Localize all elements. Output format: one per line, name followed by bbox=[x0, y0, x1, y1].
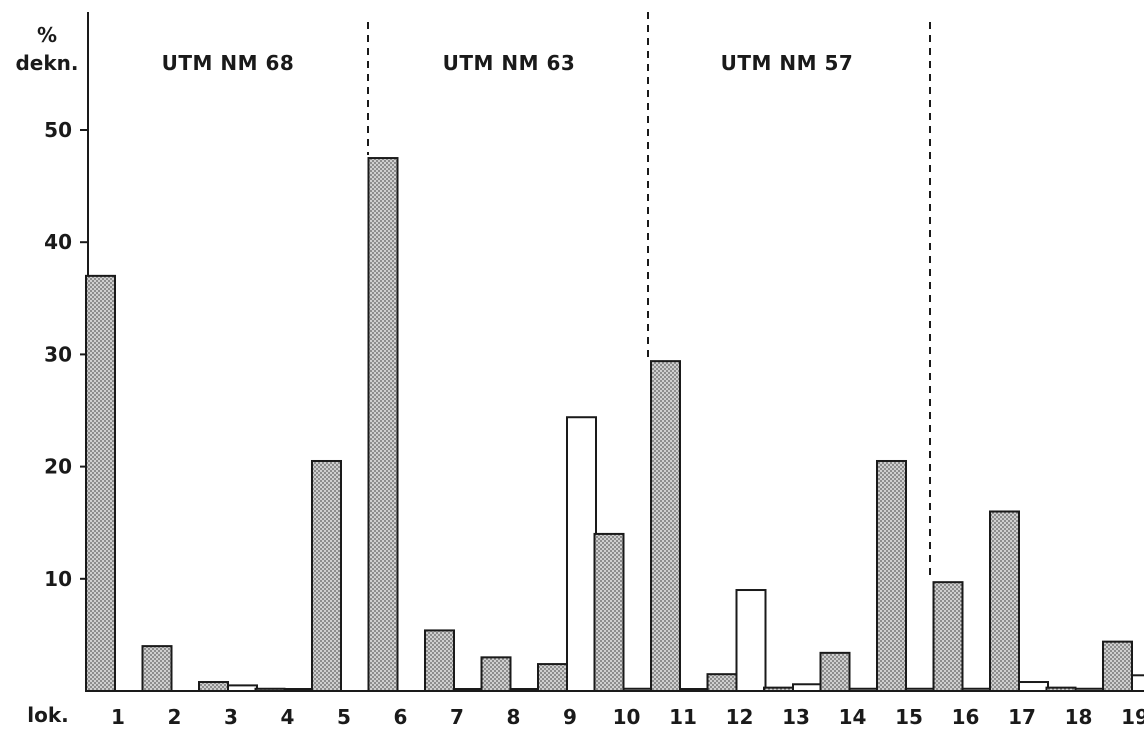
x-tick-label: 16 bbox=[952, 705, 980, 729]
bar-open bbox=[453, 688, 484, 692]
bar-open bbox=[679, 688, 710, 692]
x-tick-label: 6 bbox=[394, 705, 408, 729]
y-tick-label: 40 bbox=[44, 230, 72, 254]
bar-stippled bbox=[1102, 640, 1133, 693]
x-tick-label: 12 bbox=[726, 705, 754, 729]
y-axis-label-line1: % bbox=[37, 23, 57, 47]
bar-stippled bbox=[650, 360, 681, 692]
bar-stippled bbox=[932, 581, 964, 693]
x-tick-label: 8 bbox=[507, 705, 521, 729]
bar-open bbox=[566, 416, 597, 692]
bar-stippled bbox=[989, 510, 1020, 693]
bar-stippled bbox=[141, 645, 173, 692]
x-tick-label: 13 bbox=[782, 705, 810, 729]
y-tick-label: 20 bbox=[44, 455, 72, 479]
region-label-1: UTM NM 68 bbox=[162, 51, 295, 75]
x-tick-label: 17 bbox=[1008, 705, 1036, 729]
y-tick-label: 10 bbox=[44, 567, 72, 591]
bar-stippled bbox=[876, 459, 907, 692]
x-tick-label: 15 bbox=[895, 705, 923, 729]
bar-open bbox=[1131, 674, 1144, 692]
x-tick-label: 18 bbox=[1065, 705, 1093, 729]
x-tick-label: 4 bbox=[281, 705, 295, 729]
bar-stippled bbox=[311, 459, 342, 692]
y-tick-label: 30 bbox=[44, 342, 72, 366]
bar-open bbox=[622, 687, 654, 692]
x-tick-label: 5 bbox=[337, 705, 351, 729]
x-tick-label: 3 bbox=[224, 705, 238, 729]
x-tick-label: 9 bbox=[563, 705, 577, 729]
x-tick-label: 11 bbox=[669, 705, 697, 729]
bar-open bbox=[1018, 681, 1049, 692]
bar-stippled bbox=[254, 687, 286, 692]
x-tick-label: 2 bbox=[168, 705, 182, 729]
bar-stippled bbox=[1045, 686, 1077, 692]
bar-open bbox=[848, 687, 880, 692]
bar-open bbox=[961, 687, 993, 692]
bar-open bbox=[1074, 687, 1106, 692]
x-tick-label: 7 bbox=[450, 705, 464, 729]
bar-stippled bbox=[367, 157, 399, 693]
x-tick-label: 19 bbox=[1121, 705, 1144, 729]
bar-open bbox=[792, 683, 823, 693]
x-axis-label: lok. bbox=[27, 703, 69, 727]
y-tick-label: 50 bbox=[44, 118, 72, 142]
region-label-2: UTM NM 63 bbox=[443, 51, 576, 75]
bar-stippled bbox=[480, 656, 512, 693]
bar-open bbox=[227, 684, 258, 693]
region-label-3: UTM NM 57 bbox=[721, 51, 854, 75]
bar-stippled bbox=[537, 663, 568, 693]
bar-stippled bbox=[424, 629, 455, 692]
bar-open bbox=[283, 688, 315, 692]
x-tick-label: 1 bbox=[111, 705, 125, 729]
x-ticks: 1 2 3 4 5 6 7 8 9 10 11 12 13 14 15 16 17 18 19 bbox=[111, 705, 1144, 729]
bar-open bbox=[735, 589, 767, 693]
bar-stippled bbox=[706, 673, 738, 692]
bar-stippled bbox=[198, 681, 229, 692]
bar-stippled bbox=[763, 686, 794, 692]
bars bbox=[85, 157, 1144, 693]
x-tick-label: 10 bbox=[613, 705, 641, 729]
x-tick-label: 14 bbox=[839, 705, 867, 729]
bar-stippled bbox=[819, 651, 851, 692]
bar-stippled bbox=[593, 532, 625, 692]
bar-open bbox=[905, 687, 936, 692]
y-axis-label-line2: dekn. bbox=[15, 51, 78, 75]
bar-stippled bbox=[85, 274, 116, 692]
bar-open bbox=[509, 688, 541, 692]
y-ticks: 10 20 30 40 50 bbox=[44, 118, 88, 591]
